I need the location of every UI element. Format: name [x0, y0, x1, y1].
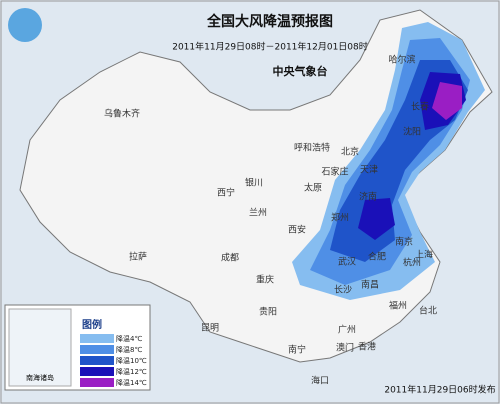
city-label: 沈阳 [403, 126, 421, 138]
city-label: 海口 [311, 375, 329, 387]
city-label: 银川 [245, 177, 263, 189]
city-label: 郑州 [331, 212, 349, 224]
city-label: 贵阳 [259, 306, 277, 318]
legend-swatch [80, 356, 114, 365]
city-label: 西安 [288, 224, 306, 236]
inset-map [8, 308, 72, 387]
city-label: 成都 [221, 252, 239, 264]
legend-swatch [80, 367, 114, 376]
city-label: 太原 [304, 182, 322, 194]
title: 全国大风降温预报图 [206, 13, 333, 30]
city-label: 上海 [415, 249, 433, 261]
city-label: 福州 [389, 300, 407, 312]
city-label: 石家庄 [321, 166, 348, 178]
city-label: 长沙 [334, 284, 352, 296]
legend-swatch [80, 334, 114, 343]
city-label: 南宁 [288, 344, 306, 356]
city-label: 武汉 [338, 256, 356, 268]
city-label: 兰州 [249, 207, 267, 219]
zone-12b [358, 198, 395, 240]
legend-label: 降温14℃ [116, 378, 147, 387]
city-label: 长春 [411, 101, 429, 113]
legend-title: 图例 [82, 318, 102, 331]
city-label: 杭州 [403, 257, 421, 269]
city-label: 昆明 [201, 323, 219, 334]
inset-label: 南海诸岛 [26, 373, 54, 382]
period: 2011年11月29日08时－2011年12月01日08时 [172, 41, 368, 53]
legend-label: 降温4℃ [116, 334, 142, 343]
issuer: 中央气象台 [273, 64, 328, 78]
city-label: 南昌 [361, 279, 379, 291]
city-label: 合肥 [368, 251, 386, 263]
city-label: 拉萨 [129, 251, 147, 263]
zone-14 [432, 82, 462, 120]
logo [8, 8, 42, 42]
city-label: 广州 [338, 324, 356, 336]
legend-label: 降温10℃ [116, 356, 147, 365]
city-label: 北京 [341, 146, 359, 158]
city-label: 天津 [360, 165, 378, 176]
city-label: 西宁 [217, 187, 235, 199]
city-label: 重庆 [256, 274, 274, 286]
city-label: 香港 [358, 341, 376, 353]
legend-label: 降温12℃ [116, 367, 147, 376]
city-label: 台北 [419, 305, 437, 317]
city-label: 呼和浩特 [294, 142, 330, 154]
city-label: 南京 [395, 236, 413, 248]
legend-swatch [80, 378, 114, 387]
legend-items: 降温4℃ 降温8℃ 降温10℃ 降温12℃ 降温14℃ [80, 334, 147, 387]
city-label: 济南 [359, 191, 377, 203]
city-label: 乌鲁木齐 [104, 108, 140, 120]
city-label: 澳门 [336, 342, 354, 354]
city-label: 哈尔滨 [388, 54, 415, 66]
legend-label: 降温8℃ [116, 345, 142, 354]
footer: 2011年11月29日06时发布 [384, 384, 495, 396]
legend-swatch [80, 345, 114, 354]
